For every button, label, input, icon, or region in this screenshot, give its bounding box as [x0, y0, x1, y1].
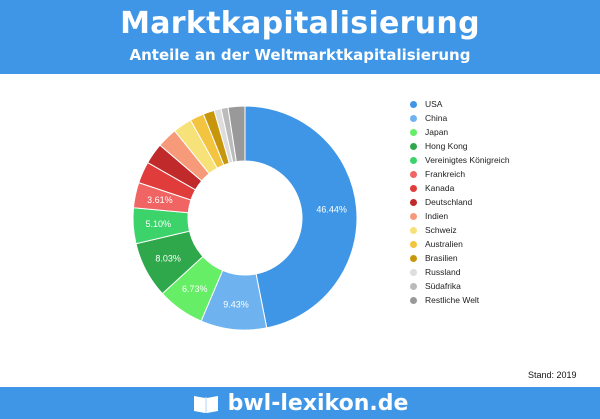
footer-banner: bwl-lexikon.de	[0, 387, 600, 419]
slice-label-3: 8.03%	[155, 254, 181, 264]
footer-brand: bwl-lexikon.de	[227, 390, 409, 416]
legend-label: Südafrika	[425, 281, 461, 291]
legend-item-10: Australien	[410, 237, 510, 251]
legend-label: Australien	[425, 239, 463, 249]
legend-label: Schweiz	[425, 225, 457, 235]
legend-item-8: Indien	[410, 209, 510, 223]
legend-swatch	[410, 198, 417, 206]
legend-item-9: Schweiz	[410, 223, 510, 237]
slice-label-5: 3.61%	[147, 195, 173, 205]
legend-swatch	[410, 240, 417, 248]
legend-swatch	[410, 268, 417, 276]
slice-label-4: 5.10%	[145, 219, 171, 229]
open-book-icon	[193, 396, 218, 413]
legend-item-11: Brasilien	[410, 251, 510, 265]
legend-swatch	[410, 156, 417, 164]
legend-label: Brasilien	[425, 253, 458, 263]
legend-item-1: China	[410, 111, 510, 125]
legend-label: China	[425, 113, 448, 123]
legend-swatch	[410, 128, 417, 136]
chart-title: Marktkapitalisierung	[120, 6, 480, 41]
legend-label: Vereinigtes Königreich	[425, 155, 510, 165]
legend-swatch	[410, 100, 417, 108]
chart-subtitle: Anteile an der Weltmarktkapitalisierung	[129, 46, 471, 64]
legend-label: Indien	[425, 211, 449, 221]
legend-label: Frankreich	[425, 169, 466, 179]
slice-label-2: 6.73%	[182, 284, 208, 294]
legend-item-6: Kanada	[410, 181, 510, 195]
chart-legend: USA China Japan Hong Kong Vereinigtes Königr…	[410, 97, 510, 307]
footnote-stand: Stand: 2019	[528, 370, 577, 380]
legend-item-14: Restliche Welt	[410, 293, 510, 307]
header-banner: Marktkapitalisierung Anteile an der Welt…	[0, 0, 600, 74]
legend-label: Kanada	[425, 183, 455, 193]
legend-item-4: Vereinigtes Königreich	[410, 153, 510, 167]
pie-slice-14	[227, 105, 246, 163]
legend-swatch	[410, 170, 417, 178]
legend-item-0: USA	[410, 97, 510, 111]
legend-label: Russland	[425, 267, 461, 277]
legend-swatch	[410, 254, 417, 262]
legend-swatch	[410, 184, 417, 192]
legend-label: Hong Kong	[425, 141, 468, 151]
legend-label: Deutschland	[425, 197, 473, 207]
legend-item-2: Japan	[410, 125, 510, 139]
legend-label: Japan	[425, 127, 449, 137]
legend-label: Restliche Welt	[425, 295, 480, 305]
legend-item-12: Russland	[410, 265, 510, 279]
legend-swatch	[410, 296, 417, 304]
legend-swatch	[410, 226, 417, 234]
pie-slice-0	[244, 105, 358, 329]
slice-label-0: 46.44%	[316, 205, 347, 215]
slice-label-1: 9.43%	[223, 300, 249, 310]
legend-item-7: Deutschland	[410, 195, 510, 209]
legend-item-5: Frankreich	[410, 167, 510, 181]
legend-label: USA	[425, 99, 443, 109]
legend-swatch	[410, 114, 417, 122]
legend-swatch	[410, 212, 417, 220]
legend-swatch	[410, 282, 417, 290]
legend-swatch	[410, 142, 417, 150]
legend-item-3: Hong Kong	[410, 139, 510, 153]
legend-item-13: Südafrika	[410, 279, 510, 293]
